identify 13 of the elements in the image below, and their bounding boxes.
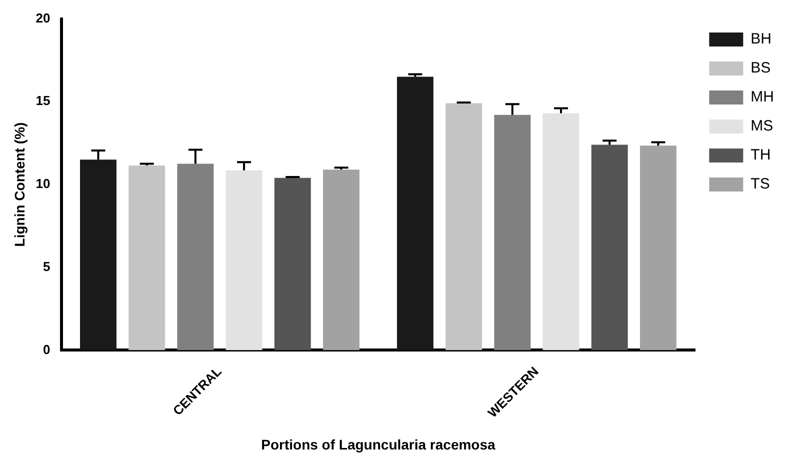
legend-label: TH: [750, 146, 771, 164]
y-tick-label: 5: [43, 258, 50, 274]
legend-label: BS: [750, 60, 771, 77]
legend-label: TS: [750, 176, 770, 193]
legend-label: MH: [750, 88, 774, 106]
legend-label: BH: [750, 30, 772, 48]
y-tick-label: 0: [43, 342, 50, 357]
x-axis-title: Portions of Laguncularia racemosa: [261, 436, 496, 452]
y-tick-label: 20: [36, 10, 50, 26]
legend-label: MS: [750, 118, 774, 135]
y-axis-title: Lignin Content (%): [11, 122, 28, 247]
y-tick-label: 10: [36, 176, 50, 192]
y-tick-label: 15: [36, 93, 50, 108]
